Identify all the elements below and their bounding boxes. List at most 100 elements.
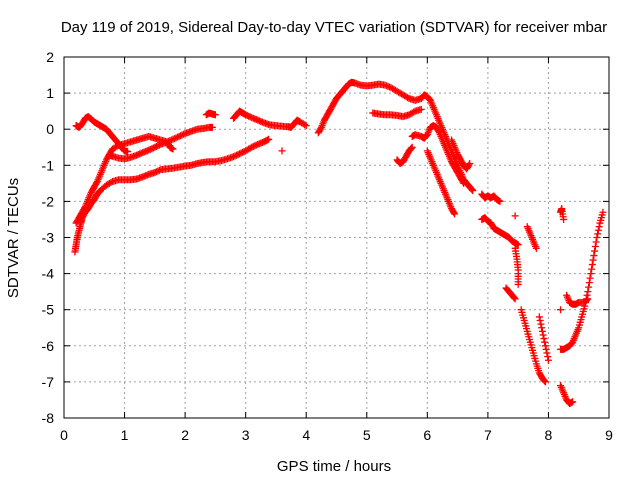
data-point <box>586 274 594 282</box>
series-arc-u <box>557 382 577 408</box>
data-point <box>233 151 241 159</box>
data-point <box>585 279 593 287</box>
x-tick-label: 4 <box>302 427 310 443</box>
data-point <box>146 145 154 153</box>
data-point <box>236 150 244 158</box>
data-point <box>594 230 602 238</box>
series-arc-s <box>557 208 607 353</box>
data-point <box>544 356 552 364</box>
data-point <box>408 143 416 151</box>
data-point <box>544 353 552 361</box>
data-point <box>466 159 474 167</box>
data-point <box>301 121 309 129</box>
data-point <box>240 148 248 156</box>
data-point <box>468 186 476 194</box>
series-arc-e <box>202 109 219 119</box>
data-point <box>592 238 600 246</box>
data-point <box>317 125 325 133</box>
data-point <box>511 295 519 303</box>
x-tick-label: 8 <box>545 427 553 443</box>
series-arc-m <box>478 190 504 205</box>
data-point <box>80 204 88 212</box>
data-point <box>152 143 160 151</box>
data-point <box>541 342 549 350</box>
data-point <box>151 169 159 177</box>
data-point <box>208 123 216 131</box>
data-point <box>511 212 519 220</box>
data-point <box>124 148 132 156</box>
data-point <box>154 167 162 175</box>
data-point <box>237 149 245 157</box>
y-axis-label: SDTVAR / TECUs <box>5 178 22 298</box>
series-arc-a <box>71 135 273 256</box>
data-point <box>537 320 545 328</box>
data-point <box>585 283 593 291</box>
data-point <box>514 266 522 274</box>
data-point <box>246 144 254 152</box>
data-point <box>231 152 239 160</box>
data-point <box>583 296 591 304</box>
data-point <box>145 146 153 154</box>
x-tick-label: 7 <box>484 427 492 443</box>
series-arc-c <box>72 113 132 156</box>
data-point <box>417 105 425 113</box>
data-point <box>239 148 247 156</box>
data-point <box>246 113 254 121</box>
y-tick-label: -3 <box>42 230 55 246</box>
y-tick-label: -2 <box>42 193 55 209</box>
y-tick-label: -8 <box>42 410 55 426</box>
y-tick-label: 0 <box>46 121 54 137</box>
data-point <box>178 131 186 139</box>
data-series <box>71 78 607 408</box>
data-point <box>599 208 607 216</box>
data-point <box>265 135 273 143</box>
y-tick-label: 1 <box>46 85 54 101</box>
data-point <box>539 331 547 339</box>
data-point <box>149 144 157 152</box>
y-tick-label: 2 <box>46 49 54 65</box>
data-point <box>514 280 522 288</box>
data-point <box>557 306 565 314</box>
data-point <box>154 142 162 150</box>
series-arc-h <box>369 105 425 121</box>
data-point <box>242 111 250 119</box>
data-point <box>595 223 603 231</box>
data-point <box>590 252 598 260</box>
data-point <box>532 244 540 252</box>
data-point <box>587 270 595 278</box>
y-tick-label: -6 <box>42 338 55 354</box>
series-arc-l <box>448 136 474 173</box>
data-point <box>155 166 163 174</box>
data-point <box>542 345 550 353</box>
data-point <box>171 135 179 143</box>
grid <box>64 57 609 418</box>
x-tick-label: 1 <box>121 427 129 443</box>
data-point <box>251 142 259 150</box>
data-point <box>174 133 182 141</box>
data-point <box>510 294 518 302</box>
data-point <box>148 145 156 153</box>
data-point <box>588 261 596 269</box>
data-point <box>93 179 101 187</box>
x-tick-label: 0 <box>60 427 68 443</box>
data-point <box>469 187 477 195</box>
data-point <box>536 317 544 325</box>
data-point <box>584 295 592 303</box>
data-point <box>538 327 546 335</box>
data-point <box>538 324 546 332</box>
data-point <box>535 313 543 321</box>
data-point <box>155 141 163 149</box>
y-tick-label: -7 <box>42 374 55 390</box>
data-point <box>180 130 188 138</box>
data-point <box>541 378 549 386</box>
data-point <box>410 108 418 116</box>
data-point <box>169 145 177 153</box>
series-arc-g <box>278 78 477 195</box>
data-point <box>248 143 256 151</box>
x-tick-label: 5 <box>363 427 371 443</box>
y-tick-label: -5 <box>42 302 55 318</box>
data-point <box>245 112 253 120</box>
data-point <box>589 256 597 264</box>
data-point <box>404 94 412 102</box>
